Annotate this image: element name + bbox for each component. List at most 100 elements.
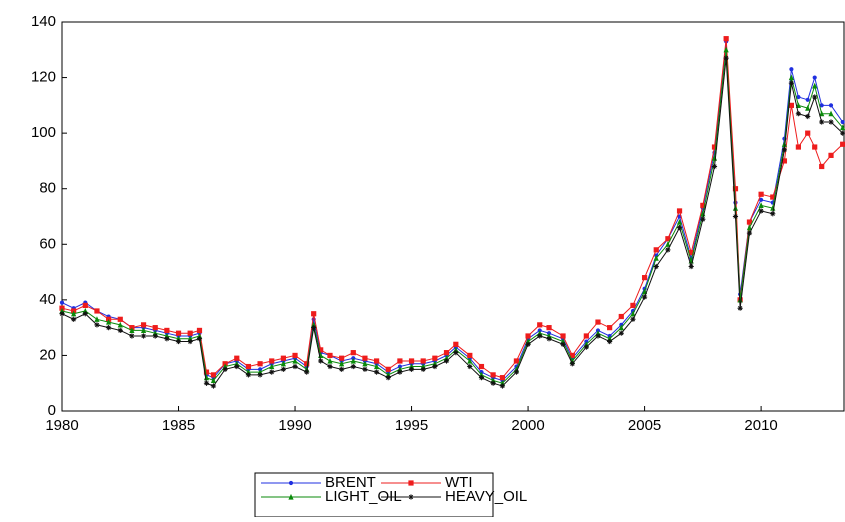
marker: [795, 111, 801, 117]
x-tick-label: 1980: [45, 417, 78, 434]
marker: [318, 347, 324, 353]
marker: [618, 324, 624, 331]
marker: [373, 358, 380, 364]
marker: [665, 247, 671, 253]
marker: [152, 325, 158, 331]
marker: [467, 363, 473, 370]
marker: [499, 375, 506, 381]
marker: [688, 250, 694, 256]
y-tick-label: 40: [39, 291, 56, 308]
marker: [711, 163, 718, 170]
marker: [327, 363, 333, 370]
x-tick-label: 2005: [628, 417, 661, 434]
marker: [385, 366, 391, 372]
marker: [569, 352, 575, 359]
marker: [164, 327, 170, 334]
marker: [432, 355, 438, 361]
legend-marker: [408, 480, 414, 486]
marker: [653, 255, 659, 261]
marker: [311, 311, 317, 317]
marker: [641, 275, 648, 281]
marker: [339, 366, 345, 372]
marker: [569, 361, 575, 367]
marker: [746, 219, 753, 225]
marker: [819, 110, 825, 117]
x-tick-label: 1990: [278, 417, 311, 434]
marker: [210, 383, 217, 389]
marker: [525, 333, 531, 339]
marker: [595, 333, 601, 339]
marker: [630, 310, 636, 317]
marker: [665, 241, 671, 247]
marker: [746, 224, 753, 231]
marker: [140, 333, 147, 339]
marker: [362, 355, 368, 361]
marker: [676, 225, 683, 231]
marker: [397, 369, 403, 375]
marker: [94, 308, 100, 314]
marker: [618, 313, 624, 320]
marker: [759, 197, 764, 202]
marker: [257, 372, 263, 378]
x-tick-label: 2000: [511, 417, 544, 434]
legend-box: [254, 472, 494, 518]
marker: [175, 338, 182, 345]
marker: [327, 352, 333, 359]
marker: [187, 330, 193, 336]
marker: [106, 325, 112, 331]
marker: [758, 202, 764, 208]
marker: [71, 316, 77, 322]
marker: [819, 119, 825, 125]
marker: [175, 330, 182, 336]
marker: [420, 358, 426, 364]
marker: [152, 333, 158, 339]
marker: [140, 327, 147, 334]
marker: [280, 355, 286, 361]
y-tick-label: 140: [31, 13, 56, 30]
marker: [420, 366, 426, 372]
marker: [129, 333, 135, 339]
marker: [546, 336, 552, 342]
marker: [443, 358, 450, 364]
marker: [828, 110, 834, 117]
marker: [82, 311, 88, 317]
marker: [812, 82, 818, 89]
legend-label: WTI: [445, 474, 473, 491]
legend-marker: [408, 494, 414, 500]
marker: [292, 352, 298, 359]
marker: [117, 327, 123, 334]
marker: [59, 311, 65, 317]
marker: [788, 74, 795, 81]
marker: [732, 186, 739, 192]
marker: [630, 316, 636, 322]
marker: [408, 358, 415, 364]
marker: [245, 372, 252, 378]
marker: [513, 369, 520, 375]
marker: [196, 336, 203, 342]
x-tick-label: 1995: [395, 417, 428, 434]
marker: [758, 191, 764, 197]
marker: [819, 163, 825, 170]
marker: [513, 358, 520, 364]
marker: [373, 369, 380, 375]
y-tick-label: 0: [48, 402, 56, 419]
marker: [71, 310, 77, 317]
marker: [770, 211, 776, 217]
marker: [583, 333, 589, 339]
marker: [280, 360, 286, 367]
marker: [805, 130, 811, 136]
marker: [700, 202, 706, 208]
x-tick-label: 2010: [744, 417, 777, 434]
marker: [94, 316, 100, 322]
marker: [711, 144, 718, 150]
series: [59, 55, 845, 389]
marker: [723, 36, 729, 42]
marker: [630, 302, 636, 309]
marker: [210, 377, 217, 384]
marker: [653, 263, 659, 270]
marker: [796, 94, 801, 100]
marker: [840, 119, 845, 125]
y-tick-label: 120: [31, 69, 56, 86]
